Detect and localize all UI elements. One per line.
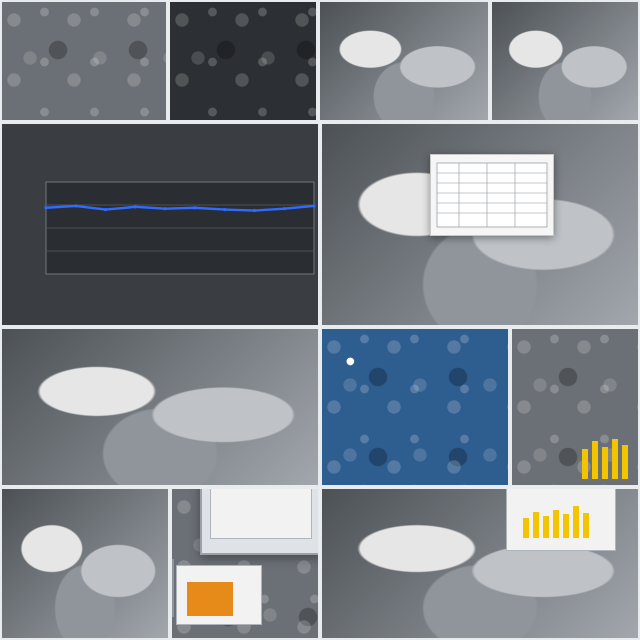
photo-tile-mid-right-blue: ● — [320, 327, 510, 487]
series-point — [103, 208, 108, 212]
orange-card — [176, 565, 262, 625]
monitor-chart-window — [210, 489, 312, 539]
chart-card — [506, 489, 616, 551]
photo-tile-bottom-middle — [170, 487, 320, 640]
line-chart — [44, 181, 316, 275]
laptop-screen — [172, 559, 174, 617]
photo-tile-top-middle — [168, 0, 318, 122]
series-point — [252, 208, 257, 213]
series-line — [45, 204, 315, 212]
series-point — [163, 207, 167, 211]
series-point — [223, 208, 227, 212]
grid-lines — [46, 204, 314, 252]
series-point — [74, 204, 78, 208]
photo-tile-bottom-left — [0, 487, 170, 640]
series-point — [133, 205, 137, 209]
series-point — [44, 206, 48, 210]
chart-panel — [0, 122, 320, 327]
photo-tile-top-right-a — [318, 0, 490, 122]
photo-tile-bottom-right — [320, 487, 640, 640]
computer-monitor — [200, 489, 318, 555]
card-bars — [523, 506, 589, 538]
orange-panel — [187, 582, 233, 616]
chart-layer — [44, 204, 316, 213]
photo-tile-mid-left — [0, 327, 320, 487]
document-card — [430, 154, 554, 236]
series-point — [193, 206, 197, 210]
chart-axis-labels — [46, 310, 314, 325]
photo-tile-right-large — [320, 122, 640, 327]
photo-tile-mid-right-gray — [510, 327, 640, 487]
eye-icon: ● — [346, 356, 355, 367]
series-point — [312, 204, 316, 208]
photo-tile-top-left — [0, 0, 168, 122]
photo-tile-top-right-b — [490, 0, 640, 122]
bar-strip — [582, 439, 628, 479]
document-table — [436, 162, 548, 228]
series-point — [282, 207, 286, 211]
